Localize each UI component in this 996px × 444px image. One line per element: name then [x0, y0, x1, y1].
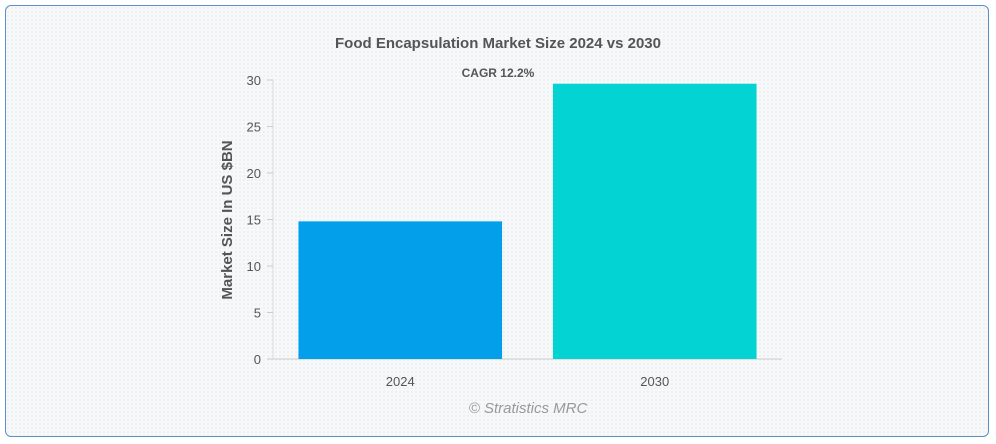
watermark: © Stratistics MRC [469, 400, 588, 417]
y-tick-label: 5 [254, 306, 261, 321]
y-tick-label: 15 [247, 213, 261, 228]
y-axis-label: Market Size In US $BN [219, 140, 236, 299]
x-tick-label: 2030 [640, 374, 669, 389]
y-tick-label: 30 [247, 73, 261, 88]
x-ticks: 2024 2030 [386, 374, 669, 389]
y-ticks: 0 5 10 15 20 25 30 [247, 73, 273, 367]
bar-2024[interactable] [298, 221, 503, 359]
bars [298, 83, 757, 359]
y-tick-label: 10 [247, 259, 261, 274]
chart-frame [5, 5, 989, 437]
y-tick-label: 0 [254, 352, 261, 367]
y-tick-label: 25 [247, 120, 261, 135]
chart-title: Food Encapsulation Market Size 2024 vs 2… [335, 35, 661, 52]
x-tick-label: 2024 [386, 374, 415, 389]
y-tick-label: 20 [247, 166, 261, 181]
bar-2030[interactable] [552, 83, 757, 359]
cagr-annotation: CAGR 12.2% [462, 66, 535, 80]
